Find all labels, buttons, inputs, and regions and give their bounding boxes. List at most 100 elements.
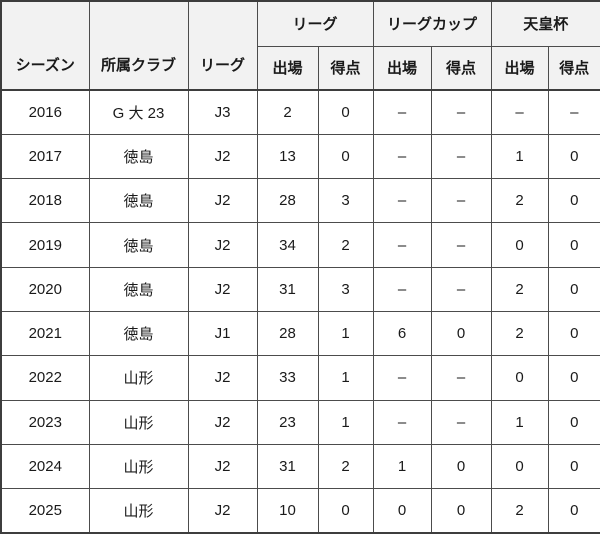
col-subheader-emperors-cup-goals: 得点 bbox=[547, 45, 600, 91]
cell-emp-apps: 0 bbox=[490, 443, 549, 490]
cell-season: 2019 bbox=[0, 222, 90, 268]
header-group-row: シーズン 所属クラブ リーグ リーグ リーグカップ 天皇杯 bbox=[0, 0, 600, 91]
cell-league-goals: 2 bbox=[317, 443, 374, 490]
cell-season: 2020 bbox=[0, 266, 90, 312]
col-subheader-league-cup-goals: 得点 bbox=[430, 45, 492, 91]
cell-emp-apps: 0 bbox=[490, 222, 549, 268]
cell-emp-goals: 0 bbox=[547, 222, 600, 268]
cell-cup-apps: – bbox=[372, 399, 432, 445]
cell-cup-apps: 0 bbox=[372, 488, 432, 534]
table-row: 2018 徳島 J2 28 3– –2 0 bbox=[0, 178, 600, 224]
header-sub-row: 出場 得点 出場 得点 出場 得点 bbox=[1, 45, 600, 91]
cell-cup-goals: – bbox=[430, 89, 492, 135]
cell-emp-apps: 2 bbox=[490, 266, 549, 312]
cell-league-goals: 1 bbox=[317, 399, 374, 445]
cell-league-goals: 2 bbox=[317, 222, 374, 268]
cell-cup-apps: – bbox=[372, 222, 432, 268]
cell-cup-goals: – bbox=[430, 178, 492, 224]
table-row: 2017 徳島 J2 13 0– –1 0 bbox=[0, 133, 600, 180]
cell-emp-goals: 0 bbox=[547, 133, 600, 180]
table-row: 2021 徳島 J1 28 1 6 0 2 0 bbox=[0, 310, 600, 357]
cell-club: 徳島 bbox=[88, 310, 189, 357]
cell-club: 山形 bbox=[88, 488, 189, 534]
cell-club: 徳島 bbox=[88, 133, 189, 180]
cell-league-goals: 0 bbox=[317, 89, 374, 135]
col-header-league: リーグ bbox=[187, 0, 258, 91]
cell-club: G 大 23 bbox=[88, 89, 189, 135]
col-header-club: 所属クラブ bbox=[88, 0, 189, 91]
cell-cup-apps: 6 bbox=[372, 310, 432, 357]
table-row: 2025 山形 J2 10 0 0 0 2 0 bbox=[0, 488, 600, 534]
cell-league-apps: 10 bbox=[256, 488, 319, 534]
cell-league-apps: 23 bbox=[256, 399, 319, 445]
cell-club: 徳島 bbox=[88, 266, 189, 312]
col-header-season: シーズン bbox=[0, 0, 90, 91]
col-group-league-cup: リーグカップ bbox=[372, 0, 492, 47]
cell-club: 徳島 bbox=[88, 178, 189, 224]
cell-club: 山形 bbox=[88, 399, 189, 445]
table-header: シーズン 所属クラブ リーグ リーグ リーグカップ 天皇杯 出場 得点 出場 得… bbox=[0, 0, 600, 91]
cell-club: 山形 bbox=[88, 355, 189, 401]
cell-cup-goals: 0 bbox=[430, 488, 492, 534]
cell-emp-goals: 0 bbox=[547, 355, 600, 401]
cell-emp-goals: 0 bbox=[547, 266, 600, 312]
cell-cup-apps: – bbox=[372, 89, 432, 135]
cell-cup-apps: – bbox=[372, 266, 432, 312]
cell-emp-goals: 0 bbox=[547, 399, 600, 445]
cell-season: 2025 bbox=[0, 488, 90, 534]
cell-league: J2 bbox=[187, 133, 258, 180]
cell-club: 山形 bbox=[88, 443, 189, 490]
cell-season: 2016 bbox=[0, 89, 90, 135]
cell-emp-goals: 0 bbox=[547, 178, 600, 224]
cell-club: 徳島 bbox=[88, 222, 189, 268]
cell-cup-goals: – bbox=[430, 133, 492, 180]
cell-league: J2 bbox=[187, 222, 258, 268]
table-row: 2016 G 大 23 J3 2 0– – – – bbox=[0, 89, 600, 135]
cell-cup-goals: – bbox=[430, 266, 492, 312]
cell-season: 2018 bbox=[0, 178, 90, 224]
cell-league: J2 bbox=[187, 443, 258, 490]
cell-emp-apps: 2 bbox=[490, 310, 549, 357]
table-row: 2020 徳島 J2 31 3– –2 0 bbox=[0, 266, 600, 312]
table-row: 2022 山形 J2 33 1– –0 0 bbox=[0, 355, 600, 401]
cell-league: J3 bbox=[187, 89, 258, 135]
col-subheader-emperors-cup-apps: 出場 bbox=[490, 45, 549, 91]
cell-season: 2024 bbox=[0, 443, 90, 490]
cell-cup-goals: – bbox=[430, 222, 492, 268]
cell-emp-apps: – bbox=[490, 89, 549, 135]
cell-emp-apps: 0 bbox=[490, 355, 549, 401]
cell-cup-apps: – bbox=[372, 355, 432, 401]
cell-league: J2 bbox=[187, 178, 258, 224]
cell-league-apps: 28 bbox=[256, 178, 319, 224]
table-row: 2023 山形 J2 23 1– –1 0 bbox=[0, 399, 600, 445]
cell-league: J2 bbox=[187, 266, 258, 312]
cell-emp-apps: 1 bbox=[490, 399, 549, 445]
cell-season: 2021 bbox=[0, 310, 90, 357]
cell-league-apps: 31 bbox=[256, 443, 319, 490]
cell-cup-apps: – bbox=[372, 178, 432, 224]
cell-league-goals: 0 bbox=[317, 133, 374, 180]
col-subheader-league-goals: 得点 bbox=[317, 45, 374, 91]
table-body: 2016 G 大 23 J3 2 0– – – – 2017 徳島 J2 13 0– –1 0 2018 徳… bbox=[0, 89, 600, 534]
cell-cup-goals: 0 bbox=[430, 310, 492, 357]
table-row: 2024 山形 J2 31 2 1 0 0 0 bbox=[0, 443, 600, 490]
cell-league-apps: 2 bbox=[256, 89, 319, 135]
cell-season: 2017 bbox=[0, 133, 90, 180]
cell-season: 2023 bbox=[0, 399, 90, 445]
cell-cup-goals: 0 bbox=[430, 443, 492, 490]
cell-cup-apps: 1 bbox=[372, 443, 432, 490]
cell-league-goals: 3 bbox=[317, 178, 374, 224]
cell-league-goals: 1 bbox=[317, 355, 374, 401]
cell-league-apps: 33 bbox=[256, 355, 319, 401]
col-group-league: リーグ bbox=[256, 0, 374, 47]
cell-cup-goals: – bbox=[430, 399, 492, 445]
cell-emp-apps: 1 bbox=[490, 133, 549, 180]
cell-emp-apps: 2 bbox=[490, 178, 549, 224]
cell-season: 2022 bbox=[0, 355, 90, 401]
cell-cup-apps: – bbox=[372, 133, 432, 180]
cell-league-goals: 0 bbox=[317, 488, 374, 534]
cell-emp-goals: 0 bbox=[547, 310, 600, 357]
cell-emp-apps: 2 bbox=[490, 488, 549, 534]
cell-league-goals: 3 bbox=[317, 266, 374, 312]
cell-league: J2 bbox=[187, 488, 258, 534]
